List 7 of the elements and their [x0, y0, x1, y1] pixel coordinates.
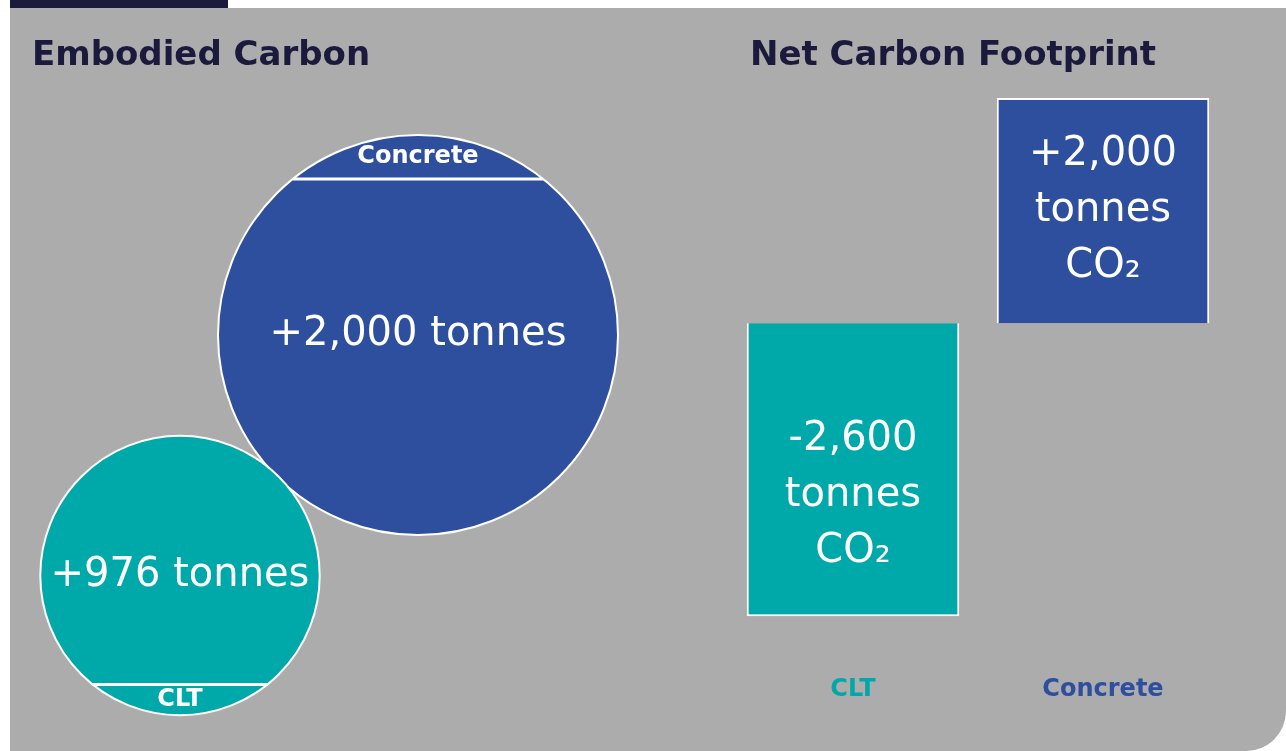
category-label: Concrete — [357, 141, 479, 170]
data-label: +2,000 tonnes CO₂ — [1028, 128, 1178, 287]
data-label: -2,600 tonnes CO₂ — [784, 413, 922, 572]
data-label: +976 tonnes — [50, 548, 310, 595]
text: Embodied Carbon — [32, 32, 372, 75]
chart-title: Net Carbon Footprint — [750, 32, 1158, 75]
data-label: +2,000 tonnes — [269, 308, 567, 355]
